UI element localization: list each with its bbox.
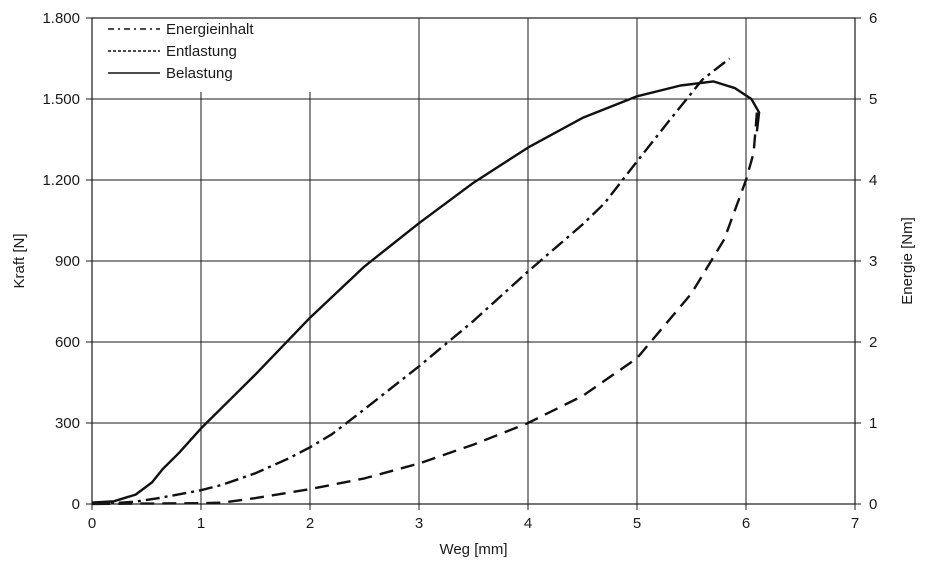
x-tick-label: 2 — [306, 515, 314, 532]
y2-tick-label: 1 — [869, 415, 877, 432]
y-tick-label: 600 — [55, 334, 80, 351]
y2-tick-label: 0 — [869, 496, 877, 513]
y-tick-label: 300 — [55, 415, 80, 432]
x-tick-label: 4 — [524, 515, 532, 532]
x-tick-label: 7 — [851, 515, 859, 532]
legend: Energieinhalt Entlastung Belastung — [108, 21, 254, 82]
y2-tick-label: 5 — [869, 91, 877, 108]
x-tick-label: 1 — [197, 515, 205, 532]
legend-label: Belastung — [166, 65, 233, 82]
x-tick-label: 0 — [88, 515, 96, 532]
plot-frame — [91, 17, 856, 505]
legend-background — [96, 14, 322, 92]
y2-tick-label: 4 — [869, 172, 877, 189]
y-tick-label: 1.800 — [42, 10, 80, 27]
y-tick-label: 1.200 — [42, 172, 80, 189]
x-tick-label: 3 — [415, 515, 423, 532]
y-axis-title: Kraft [N] — [11, 233, 28, 288]
y2-tick-label: 2 — [869, 334, 877, 351]
series-line-belastung — [91, 80, 761, 504]
x-tick-label: 5 — [633, 515, 641, 532]
series-lines — [91, 57, 761, 506]
x-tick-label: 6 — [742, 515, 750, 532]
legend-label: Entlastung — [166, 43, 237, 60]
x-axis-title: Weg [mm] — [439, 541, 507, 558]
y-tick-label: 900 — [55, 253, 80, 270]
grid-lines — [86, 17, 861, 510]
series-line-energieinhalt — [91, 57, 731, 506]
legend-label: Energieinhalt — [166, 21, 254, 38]
y2-tick-label: 3 — [869, 253, 877, 270]
y2-axis-title: Energie [Nm] — [899, 217, 916, 305]
y-tick-label: 0 — [72, 496, 80, 513]
y-tick-label: 1.500 — [42, 91, 80, 108]
y2-tick-label: 6 — [869, 10, 877, 27]
series-line-entlastung — [91, 112, 759, 506]
